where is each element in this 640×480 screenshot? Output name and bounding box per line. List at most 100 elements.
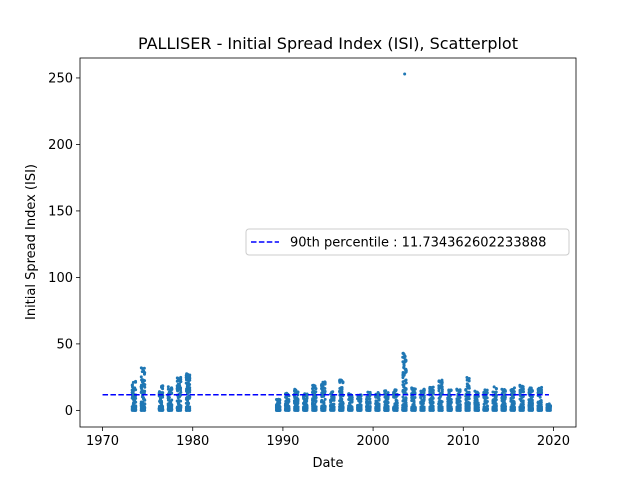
x-tick-label: 1990 <box>266 434 299 449</box>
data-point <box>449 405 453 409</box>
data-point <box>530 400 534 404</box>
data-point <box>142 366 146 370</box>
data-point <box>332 395 336 399</box>
data-point <box>314 399 318 403</box>
data-point <box>518 384 522 388</box>
data-point <box>323 391 327 395</box>
data-point <box>422 388 426 392</box>
data-point <box>134 388 138 392</box>
data-point <box>368 392 372 396</box>
data-point <box>143 379 147 383</box>
data-point <box>305 394 309 398</box>
data-point <box>167 395 171 399</box>
data-point <box>422 405 426 409</box>
data-point <box>386 401 390 405</box>
data-point <box>175 387 179 391</box>
data-point <box>521 405 525 409</box>
data-point <box>458 399 462 403</box>
data-point <box>512 402 516 406</box>
data-point <box>521 399 525 403</box>
data-point <box>143 398 147 402</box>
data-point <box>170 405 174 409</box>
data-point <box>467 384 471 388</box>
data-point <box>402 353 406 357</box>
data-point <box>431 388 435 392</box>
data-point <box>341 402 345 406</box>
data-point <box>485 391 489 395</box>
y-tick-label: 200 <box>48 138 73 153</box>
data-point <box>404 387 408 391</box>
data-point <box>404 378 408 382</box>
data-point <box>494 387 498 391</box>
data-point <box>511 396 515 400</box>
data-point <box>169 386 173 390</box>
y-tick-label: 0 <box>65 404 73 419</box>
data-point <box>366 390 370 394</box>
data-point <box>323 387 327 390</box>
data-point <box>449 401 453 405</box>
data-points <box>130 72 553 412</box>
data-point <box>305 399 309 403</box>
data-point <box>521 402 525 406</box>
data-point <box>332 402 336 406</box>
data-point <box>368 405 372 409</box>
x-axis: 1970 1980 1990 2000 2010 2020 <box>86 427 570 449</box>
data-point <box>539 405 543 409</box>
data-point <box>314 396 318 400</box>
data-point <box>440 405 444 409</box>
data-point <box>142 391 146 395</box>
data-point <box>395 399 399 403</box>
data-point <box>340 389 344 393</box>
data-point <box>503 402 507 406</box>
data-point <box>521 395 525 399</box>
data-point <box>314 390 318 394</box>
data-point <box>540 385 544 389</box>
data-point <box>401 395 405 399</box>
y-tick-label: 150 <box>48 204 73 219</box>
x-tick-label: 2020 <box>537 434 570 449</box>
data-point <box>166 385 170 389</box>
data-point <box>331 390 335 394</box>
data-point <box>314 405 318 409</box>
data-point <box>161 391 165 395</box>
data-point <box>404 398 408 402</box>
data-point <box>305 397 309 401</box>
data-point <box>323 397 327 401</box>
data-point <box>296 399 300 403</box>
x-tick-label: 1970 <box>86 434 119 449</box>
data-point <box>188 383 192 387</box>
data-point <box>530 395 534 399</box>
data-point <box>323 380 327 384</box>
data-point <box>494 395 498 399</box>
data-point <box>395 405 399 409</box>
data-point <box>503 389 507 393</box>
data-point <box>458 390 462 394</box>
data-point <box>512 386 516 390</box>
data-point <box>440 400 444 404</box>
data-point <box>431 405 435 409</box>
data-point <box>431 385 435 389</box>
data-point <box>512 405 516 409</box>
data-point <box>296 390 300 394</box>
data-point <box>539 388 543 392</box>
data-point <box>340 387 344 391</box>
data-point <box>296 405 300 409</box>
data-point <box>394 388 398 392</box>
data-point <box>431 391 435 395</box>
data-point <box>485 399 489 403</box>
data-point <box>467 405 471 409</box>
data-point <box>340 397 344 401</box>
data-point <box>530 389 534 393</box>
data-point <box>134 379 138 383</box>
data-point <box>359 405 363 409</box>
data-point <box>278 401 282 405</box>
data-point <box>184 401 188 405</box>
data-point <box>188 388 192 392</box>
data-point <box>440 378 444 382</box>
data-point <box>134 405 138 409</box>
data-point <box>476 401 480 405</box>
data-point <box>314 387 318 391</box>
legend-label: 90th percentile : 11.734362602233888 <box>290 236 546 251</box>
data-point <box>139 366 143 370</box>
